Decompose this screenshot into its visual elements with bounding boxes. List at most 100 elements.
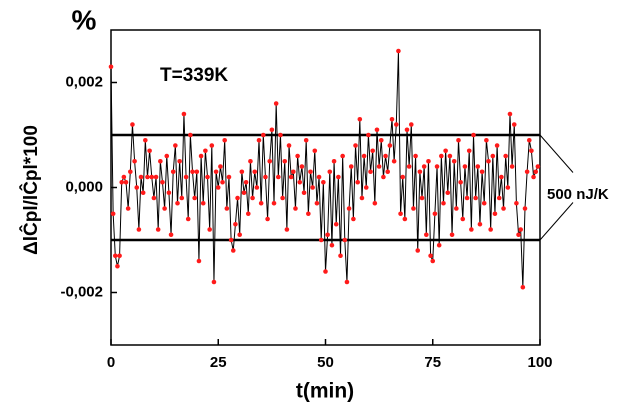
data-point <box>211 279 217 285</box>
data-point <box>213 169 219 175</box>
data-point <box>419 195 425 201</box>
data-point <box>136 227 142 232</box>
data-point <box>370 148 375 154</box>
band-pointer <box>539 134 574 173</box>
data-point <box>357 116 363 122</box>
data-point <box>355 179 360 185</box>
data-point <box>385 169 391 175</box>
data-point <box>533 169 539 175</box>
data-point <box>338 253 343 259</box>
y-tick-label: -0,002 <box>60 283 103 300</box>
data-point <box>192 195 197 201</box>
data-point <box>402 216 408 222</box>
data-point <box>112 253 118 259</box>
x-tick-label: 25 <box>210 354 227 371</box>
data-point <box>456 137 461 143</box>
data-point <box>469 227 474 232</box>
data-point <box>351 216 356 222</box>
data-point <box>250 195 255 201</box>
data-point <box>398 211 403 217</box>
data-point <box>363 185 369 190</box>
y-tick-label: 0,002 <box>65 73 103 90</box>
data-point <box>168 232 174 238</box>
data-point <box>503 153 508 159</box>
data-point <box>254 185 260 190</box>
data-point <box>183 174 189 180</box>
data-point <box>436 242 442 248</box>
data-point <box>132 158 137 164</box>
data-point <box>295 153 300 159</box>
data-point <box>143 137 148 143</box>
data-point <box>110 211 116 217</box>
data-point <box>235 195 240 201</box>
data-point <box>293 206 298 211</box>
data-point <box>125 206 131 211</box>
data-point <box>488 227 493 232</box>
data-point <box>228 237 234 243</box>
data-point <box>520 284 526 290</box>
data-point <box>248 158 253 164</box>
data-point <box>376 164 382 169</box>
data-point <box>432 211 438 217</box>
data-point <box>138 174 144 180</box>
data-point <box>340 153 345 159</box>
data-point <box>297 179 303 185</box>
data-point <box>316 174 322 180</box>
data-point <box>278 132 283 138</box>
data-point <box>333 221 339 227</box>
data-point <box>239 169 245 175</box>
data-point <box>252 169 258 175</box>
data-point <box>200 200 206 206</box>
data-point <box>473 195 478 201</box>
data-point <box>241 190 247 196</box>
data-point <box>288 174 294 180</box>
x-tick-label: 75 <box>424 354 441 371</box>
unit-label: % <box>72 4 97 35</box>
data-point <box>391 158 397 164</box>
data-point <box>507 111 513 117</box>
data-point <box>426 158 431 164</box>
data-point <box>273 101 279 106</box>
data-point <box>383 153 388 159</box>
data-point <box>233 221 238 227</box>
annotation: T=339K <box>160 65 228 86</box>
data-point <box>486 158 491 164</box>
data-point <box>158 158 163 164</box>
data-point <box>535 164 541 169</box>
data-point <box>387 143 393 148</box>
data-point <box>451 158 457 164</box>
data-point <box>284 227 290 232</box>
y-axis-label: ΔlĈpl/lĈpl*100 <box>20 125 42 255</box>
data-point <box>421 164 427 169</box>
data-point <box>149 174 155 180</box>
data-point <box>151 195 157 201</box>
data-point <box>464 195 470 201</box>
data-point <box>366 132 371 138</box>
data-point <box>134 185 140 190</box>
data-point <box>207 227 212 232</box>
data-point <box>323 269 328 274</box>
data-point <box>173 143 178 148</box>
data-point <box>353 143 358 148</box>
data-point <box>188 132 193 138</box>
data-point <box>361 153 367 159</box>
data-point <box>196 258 202 264</box>
data-point <box>509 164 515 169</box>
data-point <box>529 148 534 154</box>
data-point <box>128 169 133 175</box>
data-point <box>374 127 380 133</box>
data-point <box>404 127 410 133</box>
data-point <box>342 237 348 243</box>
data-point <box>303 137 309 143</box>
data-point <box>428 253 433 259</box>
data-point <box>269 127 275 133</box>
data-point <box>348 164 354 169</box>
data-point <box>256 137 262 143</box>
data-line <box>110 50 539 288</box>
data-point <box>230 248 236 253</box>
data-point <box>462 164 468 169</box>
data-point <box>329 242 335 248</box>
data-point <box>321 179 326 185</box>
data-point <box>267 158 273 164</box>
